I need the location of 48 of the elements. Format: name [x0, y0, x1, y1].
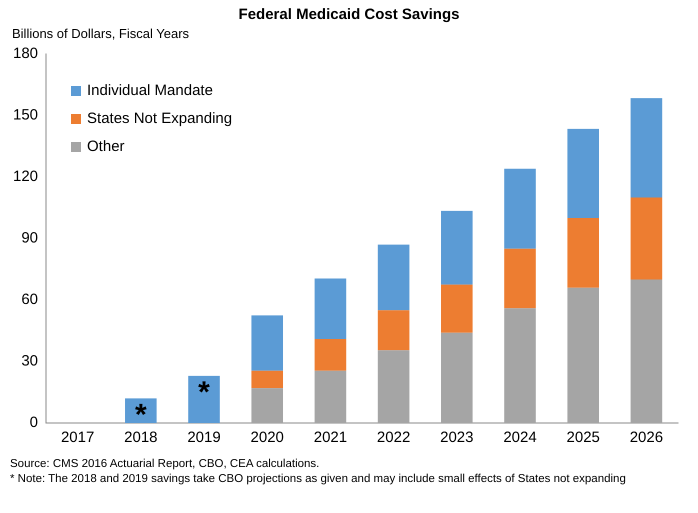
bar [441, 210, 473, 285]
bar [630, 98, 662, 198]
legend-label: States Not Expanding [87, 110, 232, 127]
y-tick-label: 180 [12, 45, 38, 62]
bar [441, 332, 473, 423]
bar [378, 350, 410, 423]
bar [251, 370, 284, 388]
y-tick-label: 30 [21, 352, 38, 370]
y-axis-title: Billions of Dollars, Fiscal Years [11, 26, 190, 42]
bar [567, 128, 600, 218]
bar [188, 376, 220, 423]
x-tick-label: 2023 [440, 429, 474, 446]
y-tick-label: 0 [30, 414, 38, 432]
bar [378, 310, 410, 350]
x-tick-label: 2024 [503, 429, 537, 446]
x-tick-label: 2018 [124, 429, 158, 446]
bar [567, 218, 600, 288]
bar [630, 198, 662, 280]
bar [567, 288, 600, 423]
y-tick-label: 150 [12, 106, 38, 124]
bar [630, 280, 662, 423]
y-tick-label: 60 [21, 291, 38, 308]
x-tick-label: 2022 [376, 429, 410, 446]
bar [251, 315, 284, 371]
source-note: Source: CMS 2016 Actuarial Report, CBO, CEA calculations. [10, 457, 320, 472]
annotation: * [134, 398, 147, 432]
bar [314, 278, 346, 339]
x-tick-label: 2020 [250, 429, 284, 446]
bar [441, 284, 473, 333]
x-tick-label: 2021 [314, 429, 348, 446]
x-tick-label: 2019 [187, 429, 221, 446]
bar [504, 168, 536, 249]
text: * Note: The 2018 and 2019 savings take CBO projections as given and may include small effects of States not expanding [10, 472, 627, 487]
legend-label: Individual Mandate [87, 82, 213, 99]
y-tick-label: 90 [21, 230, 38, 247]
annotation: * [198, 376, 210, 410]
chart-title: Federal Medicaid Cost Savings [238, 5, 460, 25]
bar [504, 248, 536, 308]
legend-label: Other [87, 138, 125, 155]
bar [378, 244, 410, 310]
bar [314, 370, 346, 423]
bar [504, 308, 536, 423]
x-tick-label: 2017 [60, 429, 94, 446]
bar [314, 338, 346, 371]
x-tick-label: 2026 [630, 429, 664, 446]
bar [251, 388, 284, 423]
y-tick-label: 120 [12, 168, 38, 186]
x-tick-label: 2025 [566, 429, 600, 446]
